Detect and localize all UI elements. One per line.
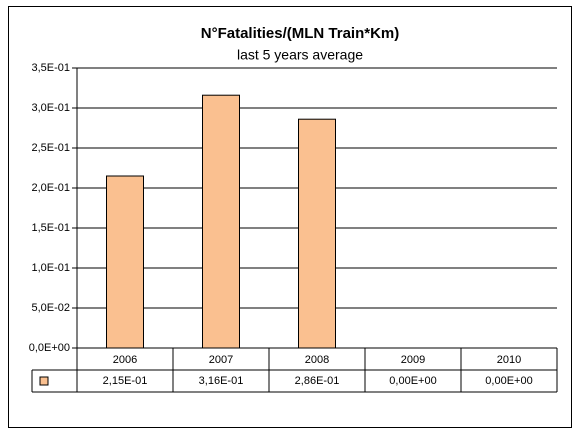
- value-label: 0,00E+00: [389, 375, 436, 387]
- bar: [106, 175, 144, 349]
- chart-title: N°Fatalities/(MLN Train*Km): [201, 25, 400, 42]
- y-tick-label: 5,0E-02: [31, 302, 70, 314]
- chart-subtitle: last 5 years average: [237, 47, 363, 63]
- y-tick-label: 0,0E+00: [29, 342, 70, 354]
- y-tick-label: 1,5E-01: [31, 222, 70, 234]
- value-label: 2,15E-01: [103, 375, 148, 387]
- value-label: 3,16E-01: [199, 375, 244, 387]
- y-tick-label: 2,0E-01: [31, 182, 70, 194]
- y-tick-label: 3,0E-01: [31, 102, 70, 114]
- x-tick-label: 2009: [401, 354, 425, 366]
- chart-border: [8, 6, 572, 428]
- bar: [298, 118, 336, 349]
- x-tick-label: 2008: [305, 354, 329, 366]
- legend-key: [39, 376, 49, 386]
- y-tick-label: 2,5E-01: [31, 142, 70, 154]
- y-tick-label: 1,0E-01: [31, 262, 70, 274]
- bar: [202, 94, 240, 349]
- x-tick-label: 2006: [113, 354, 137, 366]
- value-label: 2,86E-01: [295, 375, 340, 387]
- x-tick-label: 2007: [209, 354, 233, 366]
- x-tick-label: 2010: [497, 354, 521, 366]
- y-tick-label: 3,5E-01: [31, 62, 70, 74]
- value-label: 0,00E+00: [485, 375, 532, 387]
